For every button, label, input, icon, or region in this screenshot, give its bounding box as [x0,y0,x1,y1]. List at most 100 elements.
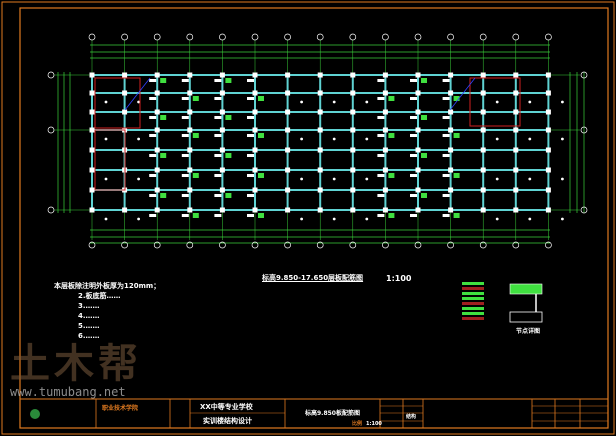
slab-mark [495,177,499,181]
stair-wall [94,77,141,129]
slab-label [181,194,189,197]
tb-school: 职业技术学院 [102,405,139,412]
column [154,127,160,133]
slab-label [149,194,157,197]
column [448,187,454,193]
column [89,127,95,133]
rebar-mark [225,153,232,158]
slab-label [410,97,417,100]
watermark-logo: 土木帮 [10,341,142,387]
note-5: 5.…… [78,322,100,330]
axis-bubble [349,33,357,41]
slab-label [214,214,222,217]
slab-label [149,116,157,119]
tb-project: XX中等专业学校 [200,403,253,411]
rebar-mark [421,193,427,198]
slab-label [410,79,417,82]
column [480,127,486,133]
axis-bubble [121,33,128,41]
column [382,167,388,173]
rebar-mark [388,213,395,218]
axis-bubble [479,241,487,249]
slab-label [247,194,254,197]
rebar-mark [258,133,264,138]
column [285,109,291,115]
slab-label [214,79,222,82]
column [382,207,388,213]
column [219,90,225,96]
watermark-url: www.tumubang.net [10,385,126,399]
column [545,207,551,213]
slab-label [442,154,450,157]
slab-label [181,174,189,177]
column [513,147,519,153]
tb-scale-value: 1:100 [366,421,382,427]
column [89,109,95,115]
column [350,167,356,173]
slab-label [377,97,385,100]
column [187,167,193,173]
note-3: 3.…… [78,302,100,310]
column [154,187,160,193]
slab-mark [495,137,499,141]
column [89,167,95,173]
slab-mark [104,217,108,221]
column [285,187,291,193]
column [219,207,225,213]
column [513,72,519,78]
axis-bubble [447,241,454,249]
slab-label [410,174,417,177]
column [350,187,356,193]
column [187,127,193,133]
slab-label [181,79,189,82]
note-6: 6.…… [78,332,100,340]
slab-label [214,174,222,177]
column [480,72,486,78]
tb-drawing-name: 标高9.850板配筋图 [305,410,360,417]
slab-label [410,116,417,119]
slab-label [410,154,417,157]
axis-bubble [47,206,55,214]
detail-footing [509,311,543,323]
slab-mark [561,177,564,181]
slab-mark [104,100,108,104]
column [285,147,291,153]
rebar-mark [421,115,427,120]
rebar-mark [258,213,264,218]
column [480,109,486,115]
column [382,187,388,193]
column [89,90,95,96]
column [513,90,519,96]
column [252,147,258,153]
column [415,147,421,153]
column [415,90,421,96]
rebar-mark [192,173,199,178]
slab-label [247,79,254,82]
slab-label [377,174,385,177]
rebar-table-row [462,307,484,310]
rebar-mark [192,133,199,138]
stair-diagonal [124,77,151,111]
column [513,187,519,193]
axis-bubble [349,241,357,249]
column [89,187,95,193]
rebar-mark [453,133,460,138]
column [448,90,454,96]
column [350,109,356,115]
column [480,147,486,153]
axis-bubble [153,241,161,249]
column [382,127,388,133]
axis-bubble [580,71,588,79]
rebar-table-row [462,287,484,290]
axis-bubble [186,33,194,41]
column [252,90,258,96]
slab-mark [365,100,369,104]
column [317,187,323,193]
tb-subproject: 实训楼结构设计 [203,417,252,425]
rebar-mark [225,193,232,198]
column [187,109,193,115]
axis-bubble [88,33,96,41]
detail-label: 节点详图 [516,328,541,335]
slab-label [149,214,157,217]
column [154,72,160,78]
